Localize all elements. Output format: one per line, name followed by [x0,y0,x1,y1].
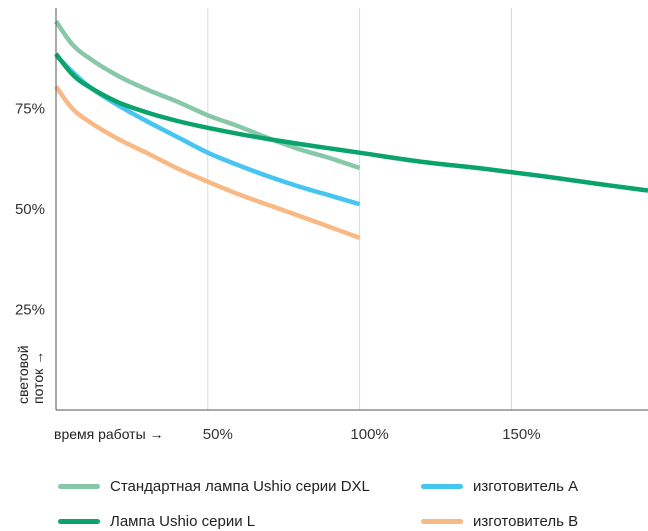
legend-label-dxl: Стандартная лампа Ushio серии DXL [110,478,370,495]
legend-label-l-series: Лампа Ushio серии L [110,513,256,530]
tick-labels: 50% 100% 150% 25% 50% 75% [15,101,541,444]
series-line-0 [54,20,361,171]
y-tick-label-0: 25% [15,302,45,319]
legend-item-manufacturer-a: изготовитель А [421,478,578,495]
legend-swatch-manufacturer-a [421,484,463,489]
legend-item-dxl: Стандартная лампа Ushio серии DXL [58,478,370,495]
legend-label-manufacturer-b: изготовитель В [473,513,579,530]
x-tick-label-1: 100% [350,426,388,443]
y-axis-label-line-2: поток → [30,351,46,404]
y-axis-label-line-1: световой [15,345,31,404]
grid-lines [207,8,512,410]
line-chart: 50% 100% 150% 25% 50% 75% время работы → свет… [15,8,648,444]
series-line-3 [54,85,361,241]
series-line-1 [54,52,648,193]
y-tick-label-2: 75% [15,101,45,118]
legend-swatch-dxl [58,484,100,489]
legend-swatch-manufacturer-b [421,519,463,524]
y-tick-label-1: 50% [15,201,45,218]
legend-swatch-l-series [58,519,100,524]
x-axis-label: время работы → [54,426,164,442]
series-lines [54,20,648,241]
legend-label-manufacturer-a: изготовитель А [473,478,579,495]
legend: Стандартная лампа Ushio серии DXL изгото… [0,470,648,531]
axes [55,8,648,411]
legend-item-manufacturer-b: изготовитель В [421,513,578,530]
x-tick-label-2: 150% [502,426,540,443]
legend-item-l-series: Лампа Ushio серии L [58,513,255,530]
y-axis-label: световой поток → [15,345,46,404]
x-tick-label-0: 50% [203,426,233,443]
